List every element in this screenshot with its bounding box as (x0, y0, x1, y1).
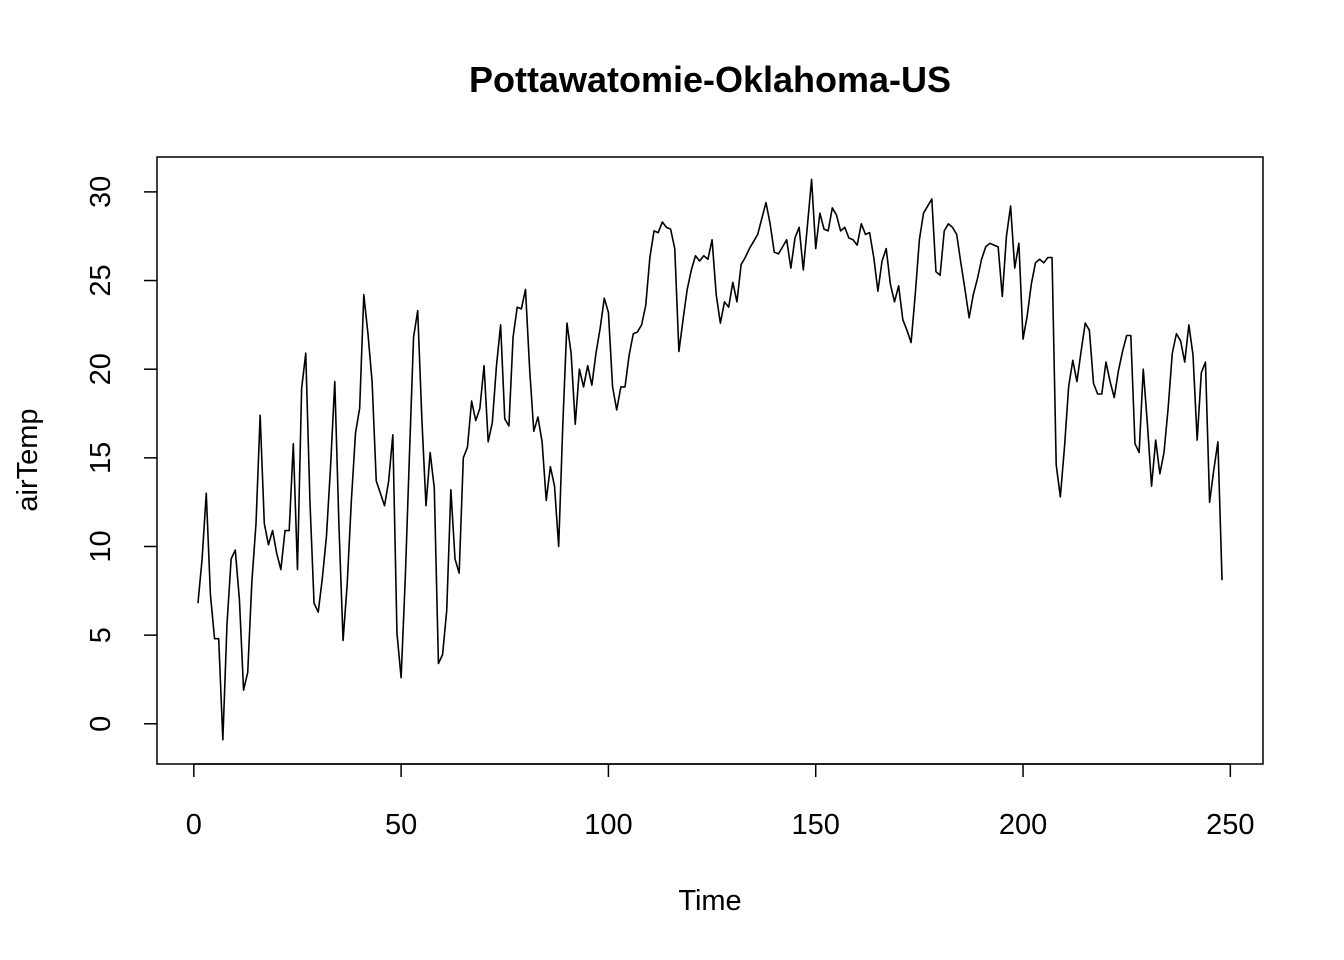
y-tick-label: 30 (85, 176, 117, 208)
x-tick-label: 150 (792, 809, 840, 841)
series-line (197, 178, 1223, 741)
y-tick-label: 0 (85, 716, 117, 732)
y-axis-label: airTemp (12, 408, 44, 511)
x-tick-label: 200 (999, 809, 1047, 841)
y-tick-label: 25 (85, 264, 117, 296)
x-tick-label: 0 (186, 809, 202, 841)
x-axis-label: Time (678, 885, 741, 917)
x-tick-label: 250 (1206, 809, 1254, 841)
chart-title: Pottawatomie-Oklahoma-US (469, 59, 951, 100)
x-axis: 0 50 100 150 200 250 (186, 763, 1255, 841)
y-tick-label: 5 (85, 627, 117, 643)
y-tick-label: 10 (85, 530, 117, 562)
y-axis: 0 5 10 15 20 25 30 (85, 176, 157, 732)
x-tick-label: 50 (385, 809, 417, 841)
y-tick-label: 20 (85, 353, 117, 385)
x-tick-label: 100 (584, 809, 632, 841)
y-tick-label: 15 (85, 442, 117, 474)
